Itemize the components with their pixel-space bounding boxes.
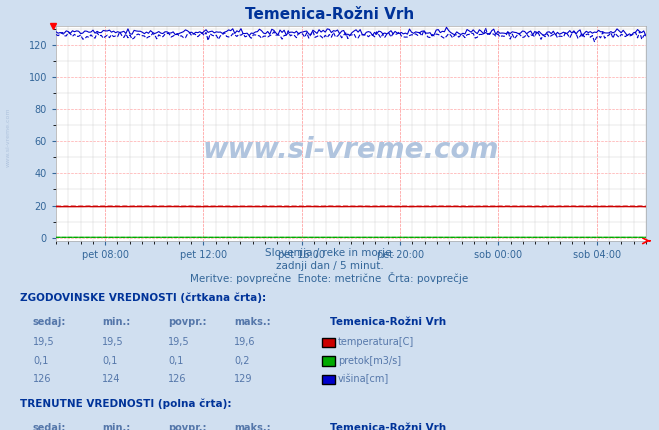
Text: Temenica-Rožni Vrh: Temenica-Rožni Vrh bbox=[245, 7, 414, 22]
Text: višina[cm]: višina[cm] bbox=[338, 374, 389, 384]
Text: maks.:: maks.: bbox=[234, 316, 271, 327]
Text: ZGODOVINSKE VREDNOSTI (črtkana črta):: ZGODOVINSKE VREDNOSTI (črtkana črta): bbox=[20, 292, 266, 303]
Text: 0,1: 0,1 bbox=[102, 356, 117, 366]
Text: povpr.:: povpr.: bbox=[168, 423, 206, 430]
Text: pretok[m3/s]: pretok[m3/s] bbox=[338, 356, 401, 366]
Text: 19,5: 19,5 bbox=[168, 337, 190, 347]
Text: 0,1: 0,1 bbox=[168, 356, 183, 366]
Text: min.:: min.: bbox=[102, 423, 130, 430]
Text: Temenica-Rožni Vrh: Temenica-Rožni Vrh bbox=[330, 423, 445, 430]
Text: maks.:: maks.: bbox=[234, 423, 271, 430]
Text: 19,5: 19,5 bbox=[33, 337, 55, 347]
Text: 19,5: 19,5 bbox=[102, 337, 124, 347]
Text: www.si-vreme.com: www.si-vreme.com bbox=[203, 136, 499, 165]
Text: sedaj:: sedaj: bbox=[33, 423, 67, 430]
Text: 0,1: 0,1 bbox=[33, 356, 48, 366]
Text: TRENUTNE VREDNOSTI (polna črta):: TRENUTNE VREDNOSTI (polna črta): bbox=[20, 399, 231, 409]
Text: Temenica-Rožni Vrh: Temenica-Rožni Vrh bbox=[330, 316, 445, 327]
Text: 19,6: 19,6 bbox=[234, 337, 256, 347]
Text: www.si-vreme.com: www.si-vreme.com bbox=[5, 108, 11, 167]
Text: Slovenija / reke in morje.: Slovenija / reke in morje. bbox=[264, 248, 395, 258]
Text: 0,2: 0,2 bbox=[234, 356, 250, 366]
Text: 126: 126 bbox=[168, 374, 186, 384]
Text: 126: 126 bbox=[33, 374, 51, 384]
Text: min.:: min.: bbox=[102, 316, 130, 327]
Text: Meritve: povprečne  Enote: metrične  Črta: povprečje: Meritve: povprečne Enote: metrične Črta:… bbox=[190, 272, 469, 284]
Text: sedaj:: sedaj: bbox=[33, 316, 67, 327]
Text: 129: 129 bbox=[234, 374, 252, 384]
Text: temperatura[C]: temperatura[C] bbox=[338, 337, 415, 347]
Text: 124: 124 bbox=[102, 374, 121, 384]
Text: zadnji dan / 5 minut.: zadnji dan / 5 minut. bbox=[275, 261, 384, 271]
Text: povpr.:: povpr.: bbox=[168, 316, 206, 327]
